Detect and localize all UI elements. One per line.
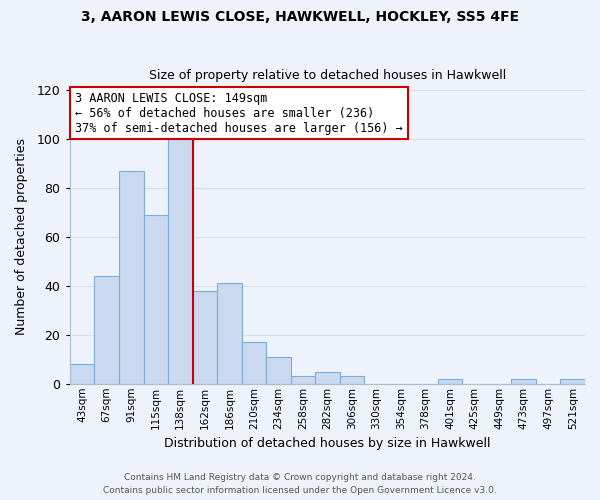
Bar: [168, 139, 193, 384]
Text: 3, AARON LEWIS CLOSE, HAWKWELL, HOCKLEY, SS5 4FE: 3, AARON LEWIS CLOSE, HAWKWELL, HOCKLEY,…: [81, 10, 519, 24]
Bar: [94, 276, 119, 384]
Bar: [193, 291, 217, 384]
X-axis label: Distribution of detached houses by size in Hawkwell: Distribution of detached houses by size …: [164, 437, 491, 450]
Bar: [143, 215, 168, 384]
Bar: [242, 342, 266, 384]
Bar: [511, 379, 536, 384]
Bar: [290, 376, 315, 384]
Bar: [315, 372, 340, 384]
Bar: [119, 171, 143, 384]
Bar: [560, 379, 585, 384]
Y-axis label: Number of detached properties: Number of detached properties: [15, 138, 28, 336]
Bar: [438, 379, 463, 384]
Bar: [266, 357, 290, 384]
Bar: [340, 376, 364, 384]
Text: Contains HM Land Registry data © Crown copyright and database right 2024.
Contai: Contains HM Land Registry data © Crown c…: [103, 474, 497, 495]
Bar: [70, 364, 94, 384]
Title: Size of property relative to detached houses in Hawkwell: Size of property relative to detached ho…: [149, 69, 506, 82]
Text: 3 AARON LEWIS CLOSE: 149sqm
← 56% of detached houses are smaller (236)
37% of se: 3 AARON LEWIS CLOSE: 149sqm ← 56% of det…: [75, 92, 403, 134]
Bar: [217, 284, 242, 384]
